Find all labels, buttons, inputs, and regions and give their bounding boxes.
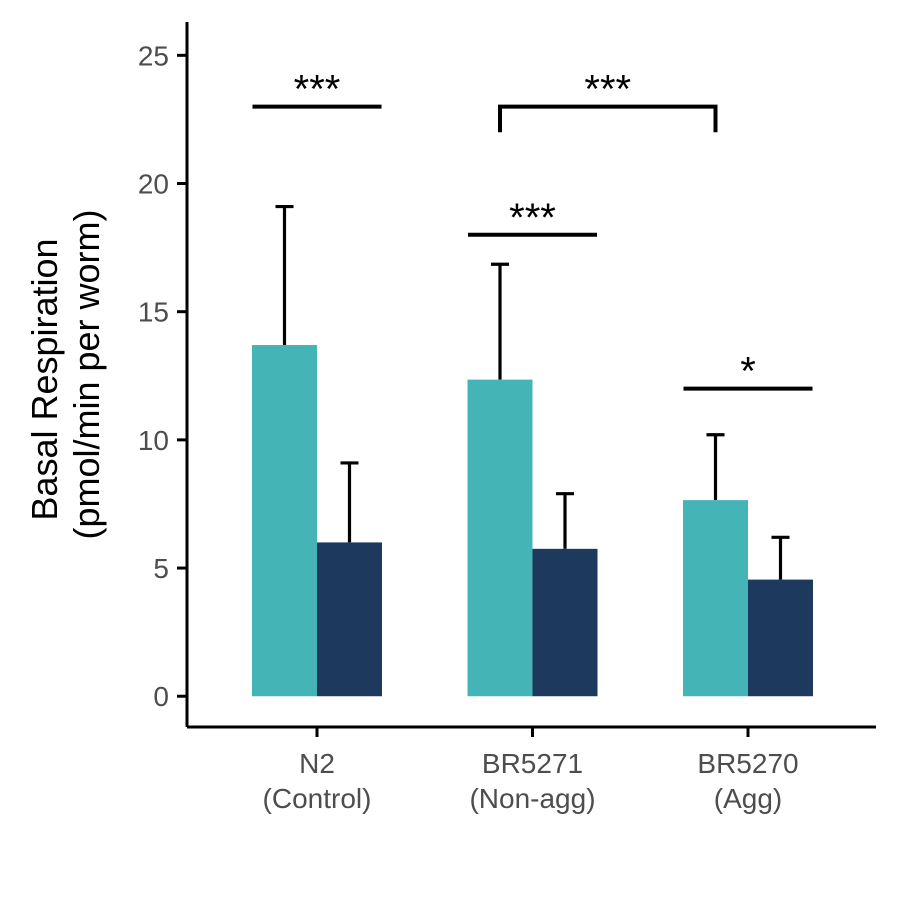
bar	[467, 379, 533, 697]
error-bar	[771, 535, 790, 580]
y-tick-label: 5	[153, 553, 169, 584]
bar	[683, 500, 748, 697]
error-bar	[275, 204, 294, 346]
y-tick-label: 20	[138, 169, 169, 200]
plot-area	[252, 204, 813, 697]
x-tick-label: BR5271 (Non-agg)	[469, 748, 595, 814]
x-axis: N2 (Control) BR5271 (Non-agg) BR5270 (Agg)	[187, 725, 876, 814]
bar	[317, 542, 382, 697]
bar	[748, 579, 813, 697]
y-axis-title-line-1: Basal Respiration	[24, 238, 65, 520]
x-tick-label: BR5270 (Agg)	[697, 748, 798, 814]
significance-marker: ***	[468, 196, 597, 240]
significance-marker: ***	[252, 68, 382, 112]
y-axis-title: Basal Respiration (pmol/min per worm)	[24, 209, 107, 539]
y-tick-label: 25	[138, 40, 169, 71]
error-bar	[491, 262, 509, 380]
y-axis-title-line-2: (pmol/min per worm)	[66, 209, 107, 539]
significance-label: *	[740, 350, 756, 394]
significance-label: ***	[584, 68, 631, 112]
significance-marker: ***	[498, 68, 718, 133]
y-tick-label: 15	[138, 297, 169, 328]
x-tick-label: N2 (Control)	[263, 748, 372, 814]
bar	[532, 548, 598, 697]
error-bar	[706, 433, 725, 501]
error-bar	[556, 492, 574, 549]
significance-marker: *	[683, 350, 813, 394]
y-axis: 0 5 10 15 20 25	[138, 22, 189, 727]
y-tick-label: 10	[138, 425, 169, 456]
significance-label: ***	[294, 68, 341, 112]
significance-label: ***	[509, 196, 556, 240]
significance-annotations: **********	[252, 68, 813, 394]
y-tick-label: 0	[153, 681, 169, 712]
bar	[252, 345, 317, 697]
error-bar	[340, 461, 359, 543]
